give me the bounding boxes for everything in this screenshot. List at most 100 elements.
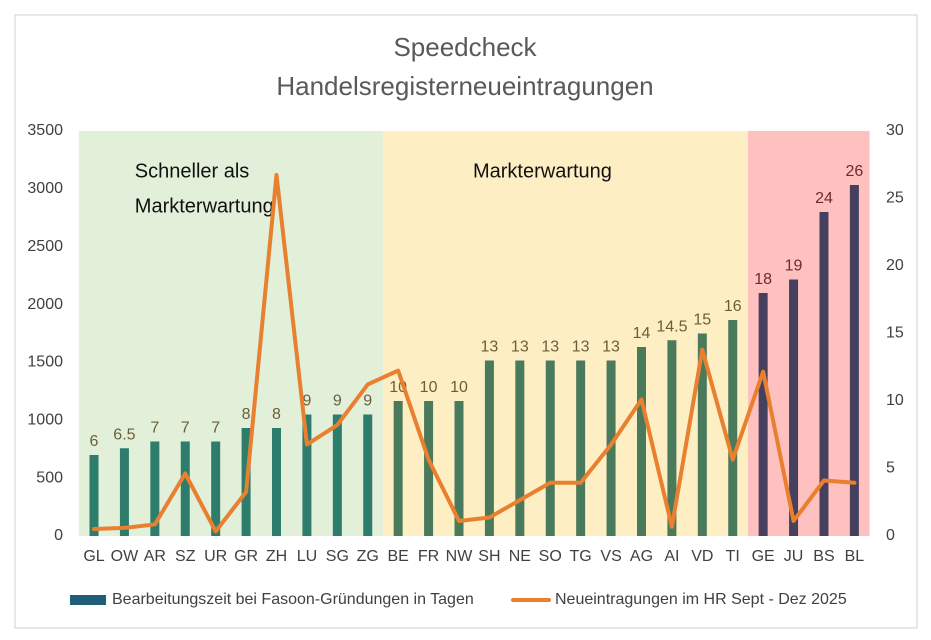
zone (382, 131, 748, 536)
value-label: 18 (754, 271, 772, 288)
bar (484, 360, 494, 536)
bar (789, 279, 799, 536)
value-label: 8 (272, 406, 281, 423)
y-tick-label: 1500 (27, 354, 63, 371)
zone-label: Schneller als (135, 160, 250, 182)
x-tick-label: FR (418, 548, 439, 565)
value-label: 13 (541, 339, 559, 356)
bar (515, 360, 525, 536)
x-tick-label: GR (234, 548, 258, 565)
value-label: 14.5 (656, 318, 687, 335)
value-label: 9 (363, 393, 372, 410)
bar (302, 414, 312, 536)
y2-tick-label: 10 (886, 392, 904, 409)
x-tick-label: AI (664, 548, 679, 565)
bar (667, 340, 677, 536)
x-tick-label: ZG (357, 548, 379, 565)
y2-tick-label: 20 (886, 257, 904, 274)
bar (272, 428, 281, 536)
bar (119, 448, 129, 536)
chart-title: Handelsregisterneueintragungen (276, 71, 653, 101)
zone-label: Markterwartung (135, 195, 274, 217)
value-label: 9 (302, 393, 311, 410)
bar (758, 293, 768, 536)
value-label: 6.5 (113, 426, 135, 443)
x-tick-label: LU (297, 548, 317, 565)
x-tick-label: AR (144, 548, 166, 565)
y-tick-label: 3500 (27, 122, 63, 139)
bar (849, 185, 859, 536)
bar (636, 347, 646, 536)
y2-tick-label: 0 (886, 527, 895, 544)
x-tick-label: BS (813, 548, 834, 565)
x-tick-label: GE (752, 548, 775, 565)
x-tick-label: TI (726, 548, 740, 565)
zone-label: Markterwartung (473, 160, 612, 182)
y-tick-label: 3000 (27, 180, 63, 197)
x-tick-label: NW (446, 548, 474, 565)
legend-swatch (70, 595, 106, 605)
value-label: 13 (602, 339, 620, 356)
bar (180, 441, 190, 536)
value-label: 13 (511, 339, 529, 356)
x-tick-label: GL (83, 548, 104, 565)
bar (89, 455, 99, 536)
value-label: 13 (481, 339, 499, 356)
bar (576, 360, 586, 536)
x-tick-label: VS (600, 548, 621, 565)
y2-tick-label: 5 (886, 460, 895, 477)
bar (819, 212, 829, 536)
bar (454, 401, 464, 536)
x-tick-label: SZ (175, 548, 196, 565)
value-label: 16 (724, 298, 742, 315)
y-tick-label: 1000 (27, 412, 63, 429)
x-tick-label: UR (204, 548, 227, 565)
x-tick-label: SG (326, 548, 349, 565)
value-label: 7 (181, 420, 190, 437)
bar (728, 320, 738, 536)
value-label: 14 (633, 325, 651, 342)
bar (150, 441, 160, 536)
y-tick-label: 500 (36, 469, 63, 486)
bar (606, 360, 616, 536)
value-label: 6 (90, 433, 99, 450)
line (92, 172, 857, 534)
x-tick-label: AG (630, 548, 653, 565)
y-tick-label: 2000 (27, 296, 63, 313)
x-tick-label: BL (845, 548, 865, 565)
x-tick-label: JU (784, 548, 804, 565)
value-label: 7 (211, 420, 220, 437)
value-label: 15 (693, 312, 711, 329)
y-tick-label: 2500 (27, 238, 63, 255)
value-label: 8 (242, 406, 251, 423)
bar (332, 414, 342, 536)
bar (545, 360, 555, 536)
value-label: 26 (845, 163, 863, 180)
x-tick-label: ZH (266, 548, 287, 565)
value-label: 19 (785, 258, 803, 275)
bar (393, 401, 403, 536)
x-tick-label: SH (478, 548, 500, 565)
zone (747, 131, 870, 536)
x-tick-label: TG (570, 548, 592, 565)
x-tick-label: SO (539, 548, 562, 565)
chart-title: Speedcheck (393, 32, 537, 62)
value-label: 10 (420, 379, 438, 396)
legend-label: Bearbeitungszeit bei Fasoon-Gründungen i… (112, 591, 474, 608)
y-tick-label: 0 (54, 527, 63, 544)
value-label: 7 (150, 420, 159, 437)
value-label: 13 (572, 339, 590, 356)
y2-tick-label: 30 (886, 122, 904, 139)
value-label: 24 (815, 190, 833, 207)
y2-tick-label: 25 (886, 190, 904, 207)
y2-tick-label: 15 (886, 325, 904, 342)
legend-label: Neueintragungen im HR Sept - Dez 2025 (555, 591, 847, 608)
bar (211, 441, 221, 536)
bar (363, 414, 373, 536)
value-label: 9 (333, 393, 342, 410)
x-tick-label: OW (111, 548, 139, 565)
bar (424, 401, 434, 536)
value-label: 10 (450, 379, 468, 396)
x-tick-label: NE (509, 548, 531, 565)
